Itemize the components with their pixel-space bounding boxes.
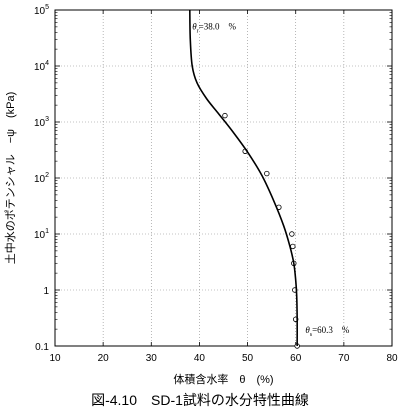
annotation-label: θs=60.3 % xyxy=(305,325,350,338)
x-axis-label: 体積含水率 θ (%) xyxy=(173,372,273,386)
y-tick-label: 103 xyxy=(34,116,49,129)
y-tick-label: 101 xyxy=(34,228,49,241)
annotation-label: θr=38.0 % xyxy=(192,21,236,34)
fitted-curve xyxy=(189,9,298,347)
data-point xyxy=(264,170,270,177)
y-tick-label: 0.1 xyxy=(35,342,49,353)
y-axis-label: 土中水のポテンシャル −ψ (kPa) xyxy=(4,92,17,265)
data-point xyxy=(289,231,295,237)
data-point xyxy=(290,243,296,250)
y-tick-label: 104 xyxy=(34,60,49,73)
x-tick-label: 50 xyxy=(242,353,254,364)
grid-lines xyxy=(55,10,392,346)
x-tick-label: 70 xyxy=(338,353,350,364)
y-tick-label: 105 xyxy=(34,4,49,17)
y-tick-label: 1 xyxy=(43,286,49,297)
x-tick-label: 40 xyxy=(194,353,206,364)
y-axis: 0.1 1 101 102 103 104 105 xyxy=(34,4,392,353)
annotations: θr=38.0 % θs=60.3 % xyxy=(192,21,350,338)
data-series xyxy=(189,9,300,349)
x-tick-label: 80 xyxy=(386,353,398,364)
figure-caption: 図-4.10 SD-1試料の水分特性曲線 xyxy=(91,392,309,408)
data-point xyxy=(222,112,228,119)
x-tick-label: 60 xyxy=(290,353,302,364)
x-tick-label: 20 xyxy=(98,353,110,364)
x-tick-label: 10 xyxy=(49,353,61,364)
x-axis: 10 20 30 40 50 60 70 80 xyxy=(49,10,398,364)
x-tick-label: 30 xyxy=(146,353,158,364)
y-tick-label: 102 xyxy=(34,172,49,185)
